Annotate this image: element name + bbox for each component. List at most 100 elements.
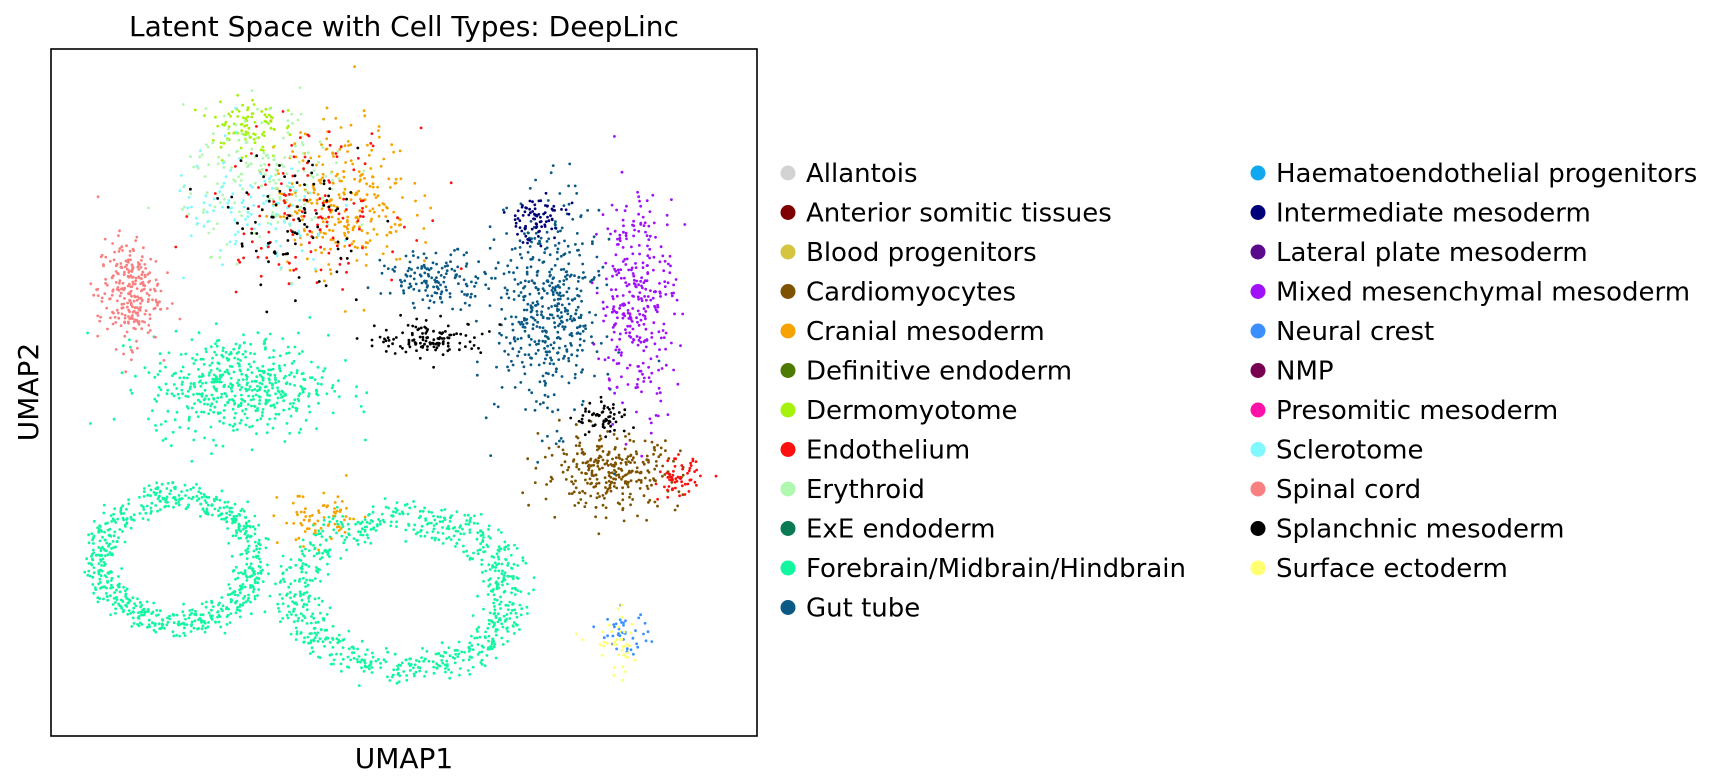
point-forebrain-midbrain-hindbrain <box>512 574 515 578</box>
point-cardiomyocytes <box>608 483 612 487</box>
point-gut-tube <box>503 349 507 353</box>
point-forebrain-midbrain-hindbrain <box>193 613 197 616</box>
point-forebrain-midbrain-hindbrain <box>233 590 237 593</box>
point-forebrain-midbrain-hindbrain <box>239 553 243 556</box>
point-forebrain-midbrain-hindbrain <box>309 639 313 642</box>
point-mixed-mesenchymal-mesoderm <box>616 268 620 272</box>
point-endothelium <box>403 225 406 229</box>
point-forebrain-midbrain-hindbrain <box>225 368 229 372</box>
point-cranial-mesoderm <box>303 229 306 233</box>
point-forebrain-midbrain-hindbrain <box>266 372 270 376</box>
point-splanchnic-mesoderm <box>446 344 450 348</box>
point-splanchnic-mesoderm <box>432 365 435 369</box>
point-gut-tube <box>400 280 403 284</box>
point-splanchnic-mesoderm <box>419 326 423 330</box>
point-dermomyotome <box>269 120 273 123</box>
point-sclerotome <box>224 175 228 179</box>
point-forebrain-midbrain-hindbrain <box>320 556 324 559</box>
point-forebrain-midbrain-hindbrain <box>131 610 135 614</box>
point-spinal-cord <box>115 299 119 303</box>
point-forebrain-midbrain-hindbrain <box>401 512 405 516</box>
point-gut-tube <box>541 330 544 333</box>
point-forebrain-midbrain-hindbrain <box>519 613 523 617</box>
point-forebrain-midbrain-hindbrain <box>264 546 268 550</box>
point-forebrain-midbrain-hindbrain <box>347 629 351 633</box>
point-dermomyotome <box>286 109 290 112</box>
point-cranial-mesoderm <box>389 225 393 229</box>
point-sclerotome <box>234 233 237 237</box>
point-forebrain-midbrain-hindbrain <box>158 369 162 373</box>
legend-item-erythroid: Erythroid <box>780 475 925 505</box>
point-cranial-mesoderm <box>317 155 321 158</box>
point-forebrain-midbrain-hindbrain <box>323 644 326 648</box>
point-mixed-mesenchymal-mesoderm <box>669 264 672 268</box>
point-forebrain-midbrain-hindbrain <box>142 487 146 490</box>
point-gut-tube <box>566 309 570 312</box>
point-gut-tube <box>488 246 492 250</box>
point-forebrain-midbrain-hindbrain <box>156 509 160 513</box>
point-cranial-mesoderm <box>362 308 366 312</box>
point-forebrain-midbrain-hindbrain <box>146 625 149 629</box>
point-forebrain-midbrain-hindbrain <box>122 518 125 522</box>
point-forebrain-midbrain-hindbrain <box>189 630 193 633</box>
point-forebrain-midbrain-hindbrain <box>172 496 175 500</box>
point-forebrain-midbrain-hindbrain <box>291 405 295 409</box>
point-forebrain-midbrain-hindbrain <box>245 529 248 533</box>
point-gut-tube <box>575 332 579 335</box>
point-cardiomyocytes <box>584 478 587 482</box>
point-neural-crest <box>606 617 609 621</box>
point-mixed-mesenchymal-mesoderm <box>639 204 643 208</box>
point-cardiomyocytes <box>575 435 578 438</box>
point-spinal-cord <box>146 331 150 334</box>
point-endothelium <box>287 282 291 286</box>
point-endothelium <box>683 482 687 486</box>
point-cranial-mesoderm <box>301 159 305 163</box>
point-sclerotome <box>190 205 193 209</box>
point-mixed-mesenchymal-mesoderm <box>664 363 668 367</box>
point-splanchnic-mesoderm <box>392 337 395 341</box>
point-forebrain-midbrain-hindbrain <box>257 388 261 392</box>
point-forebrain-midbrain-hindbrain <box>497 586 501 590</box>
point-cranial-mesoderm <box>333 223 337 227</box>
point-mixed-mesenchymal-mesoderm <box>615 208 618 212</box>
point-gut-tube <box>551 293 555 296</box>
point-forebrain-midbrain-hindbrain <box>199 620 203 624</box>
point-endothelium <box>292 268 296 272</box>
point-cardiomyocytes <box>629 503 632 507</box>
point-gut-tube <box>551 164 555 168</box>
point-forebrain-midbrain-hindbrain <box>260 414 264 418</box>
point-forebrain-midbrain-hindbrain <box>309 621 313 625</box>
point-gut-tube <box>522 298 526 302</box>
point-gut-tube <box>446 264 449 268</box>
point-forebrain-midbrain-hindbrain <box>103 530 106 534</box>
point-forebrain-midbrain-hindbrain <box>238 609 242 613</box>
point-mixed-mesenchymal-mesoderm <box>679 344 682 347</box>
point-forebrain-midbrain-hindbrain <box>242 341 246 345</box>
point-endothelium <box>666 488 669 492</box>
point-splanchnic-mesoderm <box>378 335 382 339</box>
point-forebrain-midbrain-hindbrain <box>98 539 102 543</box>
point-surface-ectoderm <box>623 644 627 648</box>
point-erythroid <box>335 161 338 165</box>
point-mixed-mesenchymal-mesoderm <box>592 342 596 346</box>
point-cranial-mesoderm <box>291 150 294 153</box>
point-erythroid <box>263 162 266 166</box>
point-mixed-mesenchymal-mesoderm <box>622 302 626 306</box>
point-forebrain-midbrain-hindbrain <box>129 612 133 615</box>
point-forebrain-midbrain-hindbrain <box>317 655 320 659</box>
point-forebrain-midbrain-hindbrain <box>214 380 218 384</box>
point-forebrain-midbrain-hindbrain <box>304 571 308 574</box>
point-endothelium <box>294 267 298 271</box>
point-forebrain-midbrain-hindbrain <box>97 546 101 549</box>
point-mixed-mesenchymal-mesoderm <box>634 266 638 269</box>
point-splanchnic-mesoderm <box>296 205 299 209</box>
point-forebrain-midbrain-hindbrain <box>114 545 117 549</box>
point-mixed-mesenchymal-mesoderm <box>633 228 636 232</box>
point-cranial-mesoderm <box>338 196 342 200</box>
point-forebrain-midbrain-hindbrain <box>440 508 443 512</box>
point-endothelium <box>396 216 399 220</box>
point-forebrain-midbrain-hindbrain <box>203 397 207 401</box>
point-gut-tube <box>579 289 583 293</box>
point-forebrain-midbrain-hindbrain <box>221 444 225 448</box>
point-forebrain-midbrain-hindbrain <box>97 562 101 565</box>
